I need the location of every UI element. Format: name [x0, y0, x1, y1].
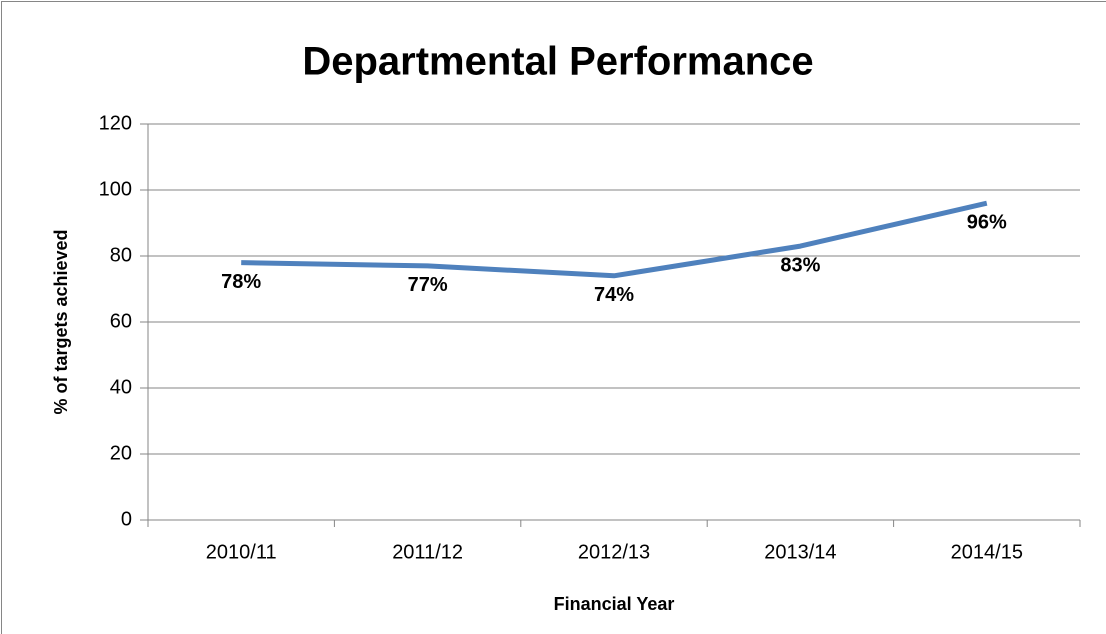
data-label: 78% — [221, 271, 261, 293]
y-tick-label: 100 — [99, 178, 132, 200]
data-label: 83% — [780, 254, 820, 276]
data-label: 96% — [967, 211, 1007, 233]
x-tick-label: 2014/15 — [951, 541, 1023, 563]
y-axis-label: % of targets achieved — [51, 229, 71, 414]
x-tick-label: 2011/12 — [392, 541, 463, 563]
x-tick-label: 2012/13 — [578, 541, 650, 563]
y-tick-label: 80 — [110, 244, 132, 266]
chart-title: Departmental Performance — [302, 40, 813, 84]
x-tick-label: 2013/14 — [764, 541, 836, 563]
y-tick-label: 40 — [110, 376, 132, 398]
data-label: 74% — [594, 284, 634, 306]
x-tick-label: 2010/11 — [206, 541, 277, 563]
y-tick-label: 120 — [99, 112, 132, 134]
data-label: 77% — [408, 274, 448, 296]
y-tick-label: 0 — [121, 508, 132, 530]
y-tick-label: 60 — [110, 310, 132, 332]
line — [241, 200, 988, 279]
y-tick-label: 20 — [110, 442, 132, 464]
x-axis-label: Financial Year — [554, 594, 675, 614]
